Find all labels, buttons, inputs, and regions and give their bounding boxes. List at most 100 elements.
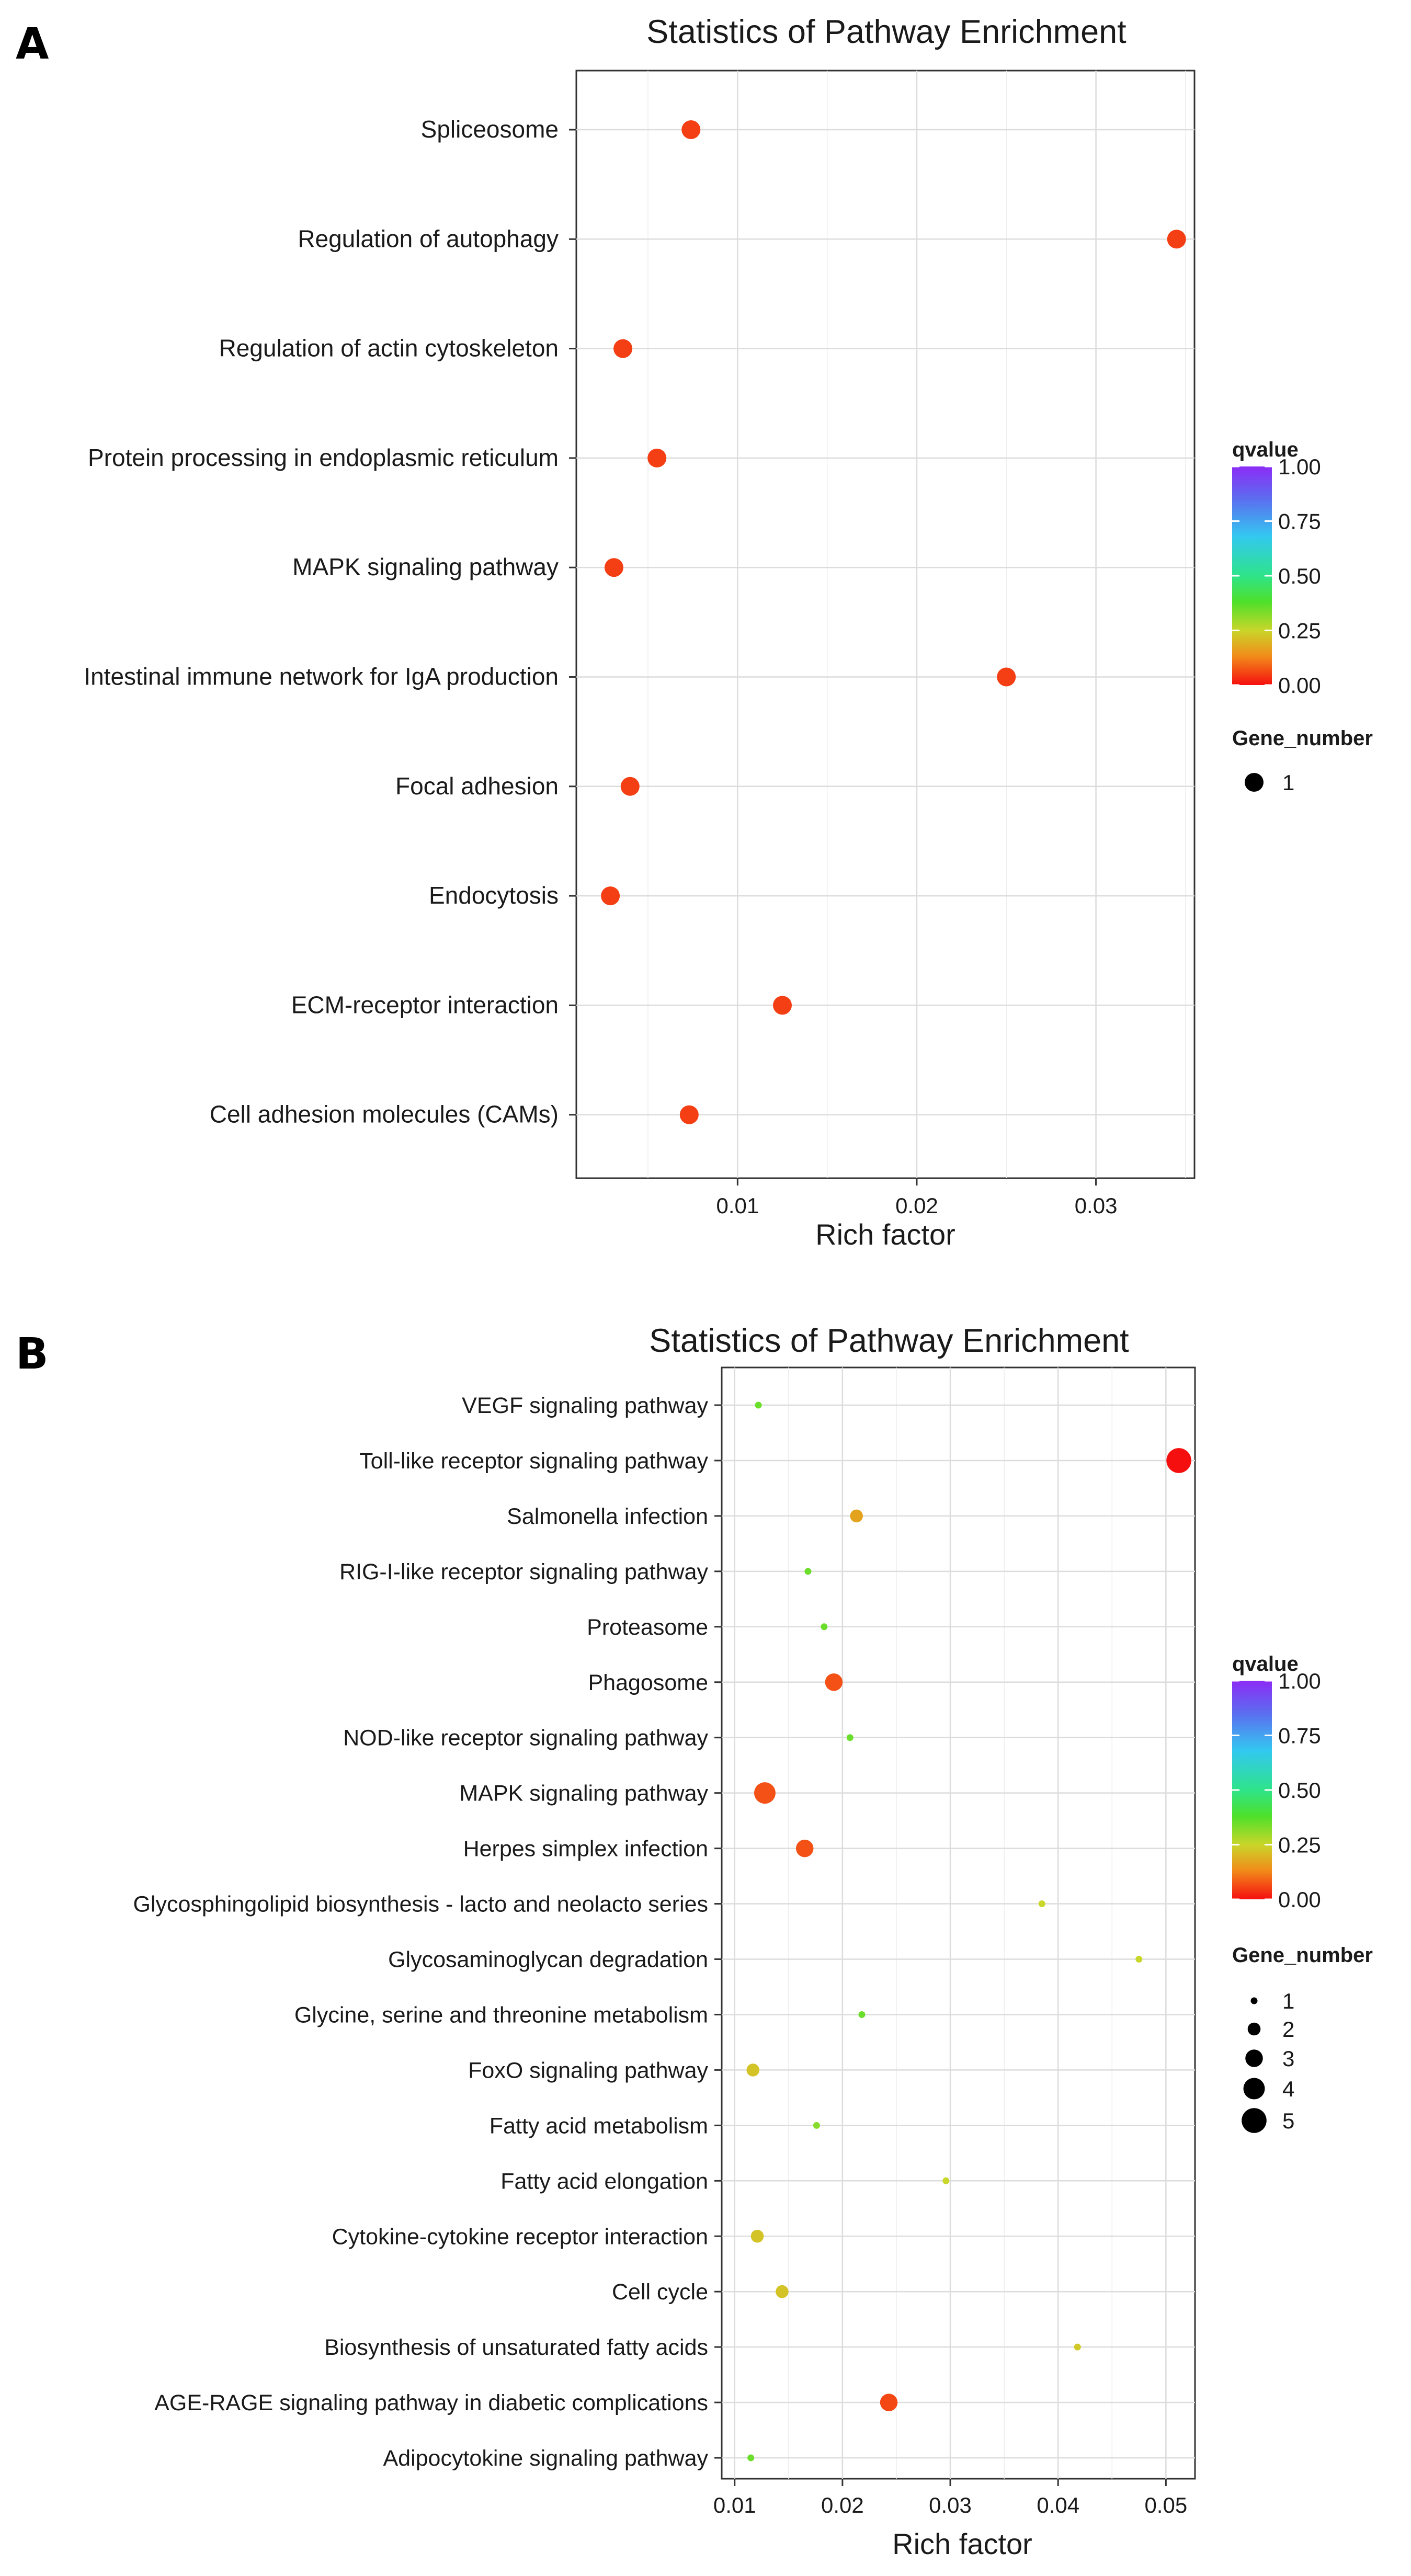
panel-b-qvalue-legend-title: qvalue: [1232, 1652, 1299, 1675]
size-legend-key: [1245, 773, 1264, 792]
x-tick-label: 0.02: [895, 1193, 938, 1218]
size-legend-key: [1250, 1997, 1258, 2004]
panel-a-qvalue-legend-ticks: 1.00 0.75 0.50 0.25 0.00: [1232, 454, 1321, 698]
data-point: [1074, 2343, 1081, 2351]
colorbar-tick-label: 0.75: [1278, 509, 1321, 534]
data-point: [858, 2011, 866, 2018]
data-point: [821, 1623, 828, 1631]
data-point: [813, 2122, 820, 2129]
x-tick-label: 0.04: [1037, 2493, 1079, 2517]
panel-b-gene-number-legend: 1 2 3 4 5: [1242, 1989, 1294, 2133]
panel-a-plot-area: [575, 70, 1196, 1179]
size-legend-label: 5: [1282, 2108, 1294, 2133]
y-tick-label: MAPK signaling pathway: [459, 1781, 708, 1806]
data-point: [754, 1782, 776, 1804]
y-tick-label: Glycosaminoglycan degradation: [388, 1947, 708, 1973]
x-tick-label: 0.03: [1075, 1193, 1118, 1218]
y-tick-label: Focal adhesion: [395, 772, 559, 800]
panel-a-gene-number-legend-title: Gene_number: [1232, 727, 1373, 750]
size-legend-label: 1: [1282, 770, 1294, 795]
y-tick-label: Regulation of autophagy: [298, 225, 559, 252]
panel-a-label: A: [16, 19, 49, 69]
panel-a: A Statistics of Pathway Enrichment Splic…: [16, 14, 1373, 1251]
data-point: [1166, 1448, 1191, 1473]
data-point: [997, 667, 1016, 687]
y-tick-label: VEGF signaling pathway: [462, 1393, 708, 1418]
size-legend-key: [1242, 2108, 1267, 2133]
panel-a-qvalue-legend-title: qvalue: [1232, 438, 1299, 461]
panel-b-x-axis: 0.01 0.02 0.03 0.04 0.05: [713, 2479, 1187, 2517]
y-tick-label: Glycine, serine and threonine metabolism: [294, 2002, 708, 2027]
y-tick-label: Cell cycle: [612, 2279, 708, 2305]
colorbar-tick-label: 1.00: [1278, 454, 1321, 479]
y-tick-label: Cytokine-cytokine receptor interaction: [332, 2224, 708, 2249]
panel-b-points: [746, 1401, 1191, 2461]
panel-a-points: [601, 120, 1186, 1124]
data-point: [846, 1734, 854, 1741]
y-tick-label: Endocytosis: [429, 882, 559, 909]
y-tick-label: Toll-like receptor signaling pathway: [359, 1449, 708, 1474]
y-tick-label: ECM-receptor interaction: [291, 991, 559, 1018]
data-point: [755, 1401, 762, 1409]
panel-a-gridlines: [576, 71, 1194, 1178]
panel-a-x-axis-label: Rich factor: [815, 1218, 955, 1251]
panel-b-x-axis-label: Rich factor: [892, 2527, 1032, 2560]
panel-a-x-axis: 0.01 0.02 0.03: [716, 1178, 1117, 1218]
data-point: [880, 2393, 898, 2411]
colorbar-tick-label: 0.25: [1278, 619, 1321, 643]
y-tick-label: NOD-like receptor signaling pathway: [343, 1726, 708, 1751]
size-legend-label: 3: [1282, 2046, 1294, 2071]
data-point: [613, 339, 633, 358]
size-legend-label: 2: [1282, 2017, 1294, 2042]
data-point: [679, 1105, 699, 1124]
panel-b-y-axis: VEGF signaling pathway Toll-like receptor…: [133, 1393, 722, 2471]
size-legend-label: 4: [1282, 2077, 1294, 2101]
y-tick-label: Adipocytokine signaling pathway: [383, 2446, 708, 2471]
y-tick-label: Fatty acid elongation: [500, 2169, 708, 2194]
y-tick-label: MAPK signaling pathway: [292, 553, 559, 580]
y-tick-label: Glycosphingolipid biosynthesis - lacto a…: [133, 1892, 708, 1917]
colorbar-tick-label: 0.75: [1278, 1724, 1321, 1748]
x-tick-label: 0.03: [929, 2493, 972, 2517]
y-tick-label: Phagosome: [588, 1670, 709, 1695]
data-point: [604, 558, 623, 577]
y-tick-label: AGE-RAGE signaling pathway in diabetic c…: [154, 2390, 708, 2415]
panel-b-title: Statistics of Pathway Enrichment: [649, 1323, 1129, 1359]
y-tick-label: Intestinal immune network for IgA produc…: [84, 663, 559, 690]
size-legend-key: [1245, 2049, 1263, 2067]
colorbar-tick-label: 0.00: [1278, 673, 1321, 698]
data-point: [773, 996, 792, 1015]
y-tick-label: FoxO signaling pathway: [468, 2058, 708, 2083]
y-tick-label: Herpes simplex infection: [463, 1837, 708, 1862]
colorbar-tick-label: 0.25: [1278, 1833, 1321, 1857]
data-point: [747, 2454, 755, 2461]
data-point: [750, 2229, 764, 2243]
size-legend-key: [1243, 2078, 1265, 2100]
panel-a-y-axis: Spliceosome Regulation of autophagy Regula…: [84, 116, 576, 1128]
x-tick-label: 0.01: [713, 2493, 756, 2517]
data-point: [825, 1673, 843, 1691]
y-tick-label: Protein processing in endoplasmic reticu…: [88, 444, 559, 471]
y-tick-label: Spliceosome: [421, 116, 559, 143]
data-point: [850, 1509, 863, 1523]
data-point: [681, 120, 701, 139]
panel-b-gene-number-legend-title: Gene_number: [1232, 1944, 1373, 1967]
colorbar-tick-label: 0.50: [1278, 1778, 1321, 1803]
y-tick-label: Regulation of actin cytoskeleton: [219, 335, 559, 362]
data-point: [1167, 230, 1186, 249]
panel-a-title: Statistics of Pathway Enrichment: [646, 14, 1126, 50]
data-point: [942, 2177, 950, 2184]
colorbar-tick-label: 0.00: [1278, 1887, 1321, 1912]
y-tick-label: Cell adhesion molecules (CAMs): [210, 1101, 559, 1128]
data-point: [776, 2285, 789, 2298]
x-tick-label: 0.05: [1144, 2493, 1187, 2517]
panel-b-qvalue-legend-ticks: 1.00 0.75 0.50 0.25 0.00: [1232, 1669, 1321, 1912]
data-point: [1038, 1900, 1045, 1908]
data-point: [746, 2064, 760, 2077]
data-point: [795, 1839, 814, 1857]
panel-a-gene-number-legend: 1: [1245, 770, 1294, 795]
y-tick-label: Proteasome: [587, 1615, 708, 1640]
y-tick-label: Biosynthesis of unsaturated fatty acids: [324, 2335, 708, 2360]
data-point: [647, 448, 667, 468]
colorbar-tick-label: 1.00: [1278, 1669, 1321, 1693]
